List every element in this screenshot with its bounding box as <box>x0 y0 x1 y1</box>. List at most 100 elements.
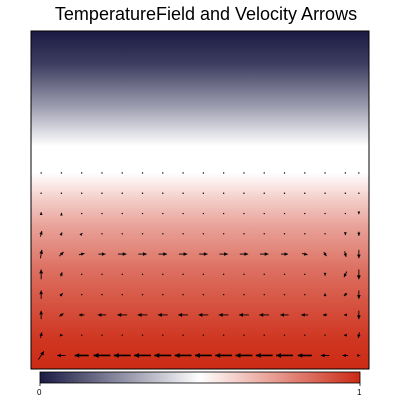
velocity-arrow-head <box>343 253 347 257</box>
arrow-dot <box>121 212 123 215</box>
temperature-field <box>31 31 369 369</box>
arrow-dot <box>141 212 144 215</box>
velocity-arrow-head <box>357 211 361 215</box>
velocity-arrow-head <box>79 233 83 237</box>
velocity-arrow-head <box>244 252 249 256</box>
velocity-arrow-head <box>174 353 180 358</box>
arrow-dot <box>222 192 225 194</box>
velocity-arrow-head <box>322 313 327 317</box>
velocity-arrows <box>37 172 361 360</box>
arrow-dot <box>283 233 286 235</box>
arrow-dot <box>182 212 184 215</box>
arrow-dot <box>182 172 184 174</box>
velocity-arrow-head <box>357 254 361 259</box>
arrow-dot <box>202 233 205 235</box>
velocity-arrow-head <box>59 232 63 236</box>
velocity-arrow-head <box>342 353 346 358</box>
arrow-dot <box>202 273 205 276</box>
arrow-dot <box>304 192 306 194</box>
arrow-dot <box>202 212 205 215</box>
arrow-dot <box>101 273 103 276</box>
velocity-arrow-head <box>235 353 241 358</box>
arrow-dot <box>162 293 164 296</box>
velocity-arrow-head <box>39 249 44 254</box>
arrow-dot <box>324 192 326 194</box>
velocity-arrow-head <box>117 312 122 317</box>
velocity-arrow-head <box>137 312 142 317</box>
arrow-dot <box>141 273 144 276</box>
arrow-dot <box>243 172 245 174</box>
velocity-arrow-head <box>80 252 85 256</box>
colorbar-tick-label-min: 0 <box>37 388 42 397</box>
colorbar <box>39 371 361 384</box>
velocity-arrow-head <box>40 351 44 356</box>
arrow-dot <box>101 233 103 235</box>
velocity-arrow-head <box>122 252 127 256</box>
arrow-dot <box>344 192 347 194</box>
arrow-dot <box>222 293 225 296</box>
arrow-dot <box>101 334 103 336</box>
velocity-arrow-head <box>276 353 281 358</box>
velocity-arrow-head <box>113 353 119 358</box>
arrow-dot <box>324 233 326 235</box>
velocity-arrow-head <box>59 293 63 297</box>
velocity-arrow-head <box>59 272 63 276</box>
arrow-dot <box>304 233 306 235</box>
arrow-dot <box>304 172 306 174</box>
velocity-arrow-head <box>39 332 43 337</box>
arrow-dot <box>263 293 265 296</box>
arrow-dot <box>182 233 184 235</box>
velocity-arrow-head <box>134 353 140 358</box>
arrow-dot <box>101 293 103 296</box>
velocity-arrow-head <box>60 212 63 216</box>
arrow-dot <box>81 273 83 276</box>
arrow-dot <box>202 192 205 194</box>
arrow-dot <box>121 293 123 296</box>
arrow-dot <box>162 212 164 215</box>
arrow-dot <box>243 233 245 235</box>
arrow-dot <box>243 293 245 296</box>
velocity-arrow-head <box>343 273 347 278</box>
velocity-arrow-head <box>357 295 361 299</box>
arrow-dot <box>182 293 184 296</box>
arrow-dot <box>243 334 245 336</box>
velocity-arrow-head <box>357 354 361 357</box>
arrow-dot <box>81 212 83 215</box>
velocity-arrow-head <box>39 212 43 216</box>
arrow-dot <box>162 334 164 336</box>
velocity-arrow-head <box>203 252 208 256</box>
velocity-arrow-head <box>59 251 64 256</box>
arrow-dot <box>202 172 205 174</box>
arrow-dot <box>162 192 164 194</box>
arrow-dot <box>121 233 123 235</box>
arrow-dot <box>283 273 286 276</box>
velocity-arrow-head <box>301 313 305 317</box>
arrow-dot <box>141 172 144 174</box>
arrow-dot <box>344 172 347 174</box>
arrow-dot <box>141 293 144 296</box>
velocity-arrow-head <box>357 315 361 320</box>
velocity-arrow-head <box>343 313 347 317</box>
arrow-dot <box>60 172 63 174</box>
arrow-dot <box>222 172 225 174</box>
arrow-dot <box>263 334 265 336</box>
arrow-dot <box>222 334 225 336</box>
velocity-arrow-head <box>297 353 303 358</box>
velocity-arrow-head <box>154 353 160 358</box>
chart-title: TemperatureField and Velocity Arrows <box>54 4 358 24</box>
arrow-dot <box>263 192 265 194</box>
velocity-arrow-head <box>323 272 327 276</box>
arrow-dot <box>202 334 205 336</box>
arrow-dot <box>324 212 326 215</box>
arrow-dot <box>81 293 83 296</box>
arrow-dot <box>283 172 286 174</box>
velocity-arrow-head <box>59 333 63 337</box>
arrow-dot <box>182 192 184 194</box>
velocity-arrow-head <box>239 312 243 317</box>
arrow-dot <box>222 233 225 235</box>
arrow-dot <box>358 192 360 194</box>
velocity-arrow-head <box>343 333 347 337</box>
arrow-dot <box>162 233 164 235</box>
velocity-arrow-head <box>343 292 348 297</box>
velocity-arrow-head <box>264 252 269 256</box>
